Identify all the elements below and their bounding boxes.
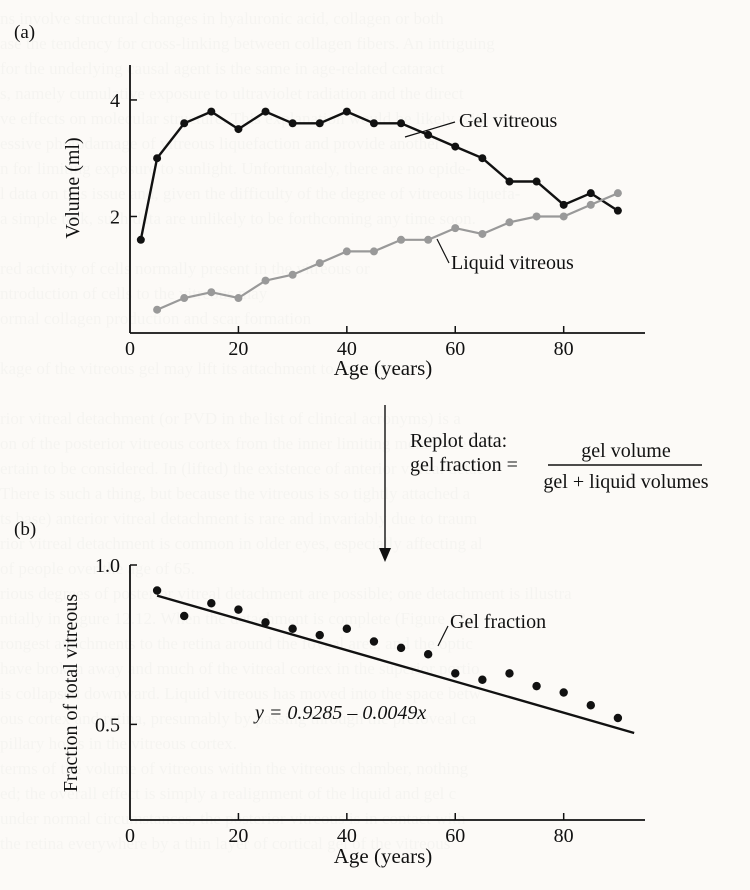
gel-vitreous-point [451,142,460,151]
gel-fraction-point [423,650,433,659]
panel-b-label: (b) [14,519,36,540]
gel-vitreous-point [559,200,568,209]
gel-vitreous-point [288,119,297,128]
liquid-vitreous-point [613,189,622,198]
gel-vitreous-label: Gel vitreous [459,110,558,132]
gel-fraction-point [288,624,297,633]
gel-fraction-point [451,669,460,678]
liquid-vitreous-point [532,212,541,221]
gel-vitreous-point [234,125,243,134]
gel-vitreous-point [136,235,145,244]
chart-b: 0 20 40 60 80 0.5 1.0 Age (years) Fraction of … [60,555,645,868]
liquid-vitreous-point [505,218,514,227]
liquid-vitreous-leader [436,238,450,264]
replot-line2: gel fraction = [410,454,518,476]
gel-fraction-point [369,637,379,646]
liquid-vitreous-label: Liquid vitreous [451,252,574,274]
liquid-vitreous-point [315,259,324,268]
gel-vitreous-point [180,119,189,128]
chart-b-ylabel: Fraction of total vitreous [60,594,82,793]
liquid-vitreous-point [369,247,378,256]
gel-fraction-point [505,669,514,678]
liquid-vitreous-point [451,224,460,233]
x-tick-label: 0 [125,338,135,360]
liquid-vitreous-point [397,235,406,244]
replot-line1: Replot data: [410,430,507,452]
gel-vitreous-point [342,107,351,116]
liquid-vitreous-point [559,212,568,221]
liquid-vitreous-point [234,294,243,303]
replot-arrowhead [379,548,391,562]
x-tick-label: 20 [228,338,248,360]
x-tick-label: 20 [228,825,248,847]
gel-fraction-point [261,618,270,627]
gel-vitreous-point [315,119,324,128]
gel-fraction-point [180,611,189,621]
gel-vitreous-point [478,154,487,163]
gel-vitreous-point [397,119,406,128]
gel-fraction-point [152,586,162,595]
gel-vitreous-point [424,130,433,139]
gel-vitreous-point [207,107,216,116]
gel-vitreous-point [153,154,162,163]
gel-fraction-point [207,599,216,608]
gel-fraction-point [586,701,595,710]
gel-fraction-point [532,681,541,691]
liquid-vitreous-line [156,192,619,311]
gel-fraction-point [234,605,243,614]
chart-b-xlabel: Age (years) [334,844,433,868]
x-tick-label: 40 [337,825,357,847]
x-tick-label: 80 [554,338,574,360]
gel-fraction-leader [437,625,449,647]
replot-denominator: gel + liquid volumes [543,471,708,493]
gel-vitreous-point [586,189,595,198]
gel-vitreous-leader [404,121,456,138]
panel-a-label: (a) [14,22,35,43]
x-tick-label: 40 [337,338,357,360]
gel-vitreous-point [369,119,378,128]
y-tick-label: 4 [110,90,120,112]
liquid-vitreous-point [180,294,189,303]
gel-vitreous-point [505,177,514,186]
gel-fraction-point [342,624,352,633]
liquid-vitreous-point [424,235,433,244]
gel-vitreous-point [532,177,541,186]
liquid-vitreous-point [153,305,162,314]
y-tick-label: 2 [110,206,120,228]
gel-vitreous-point [613,206,622,215]
gel-fraction-point [613,713,623,723]
gel-vitreous-point [261,107,270,116]
x-tick-label: 60 [445,338,465,360]
replot-annotation: Replot data: gel fraction = gel volume g… [379,405,709,562]
y-tick-label: 0.5 [95,714,120,736]
liquid-vitreous-point [261,276,270,285]
gel-fraction-point [559,688,568,697]
chart-a-ylabel: Volume (ml) [62,137,84,238]
liquid-vitreous-point [288,270,297,279]
fit-line [156,594,635,735]
liquid-vitreous-point [478,229,487,238]
gel-fraction-point [396,643,406,653]
y-tick-label: 1.0 [95,555,120,577]
chart-a-xlabel: Age (years) [334,356,433,380]
chart-a: 0 20 40 60 80 2 4 Age (years) Volume (ml) Gel … [62,65,645,380]
liquid-vitreous-point [207,288,216,297]
replot-numerator: gel volume [581,440,671,462]
x-tick-label: 80 [554,825,574,847]
x-tick-label: 60 [445,825,465,847]
x-tick-label: 0 [125,825,135,847]
gel-fraction-point [478,675,487,684]
gel-fraction-point [315,630,324,640]
fit-equation: y = 0.9285 – 0.0049x [253,702,426,724]
liquid-vitreous-point [342,247,351,256]
liquid-vitreous-point [586,200,595,209]
gel-fraction-label: Gel fraction [450,611,546,633]
